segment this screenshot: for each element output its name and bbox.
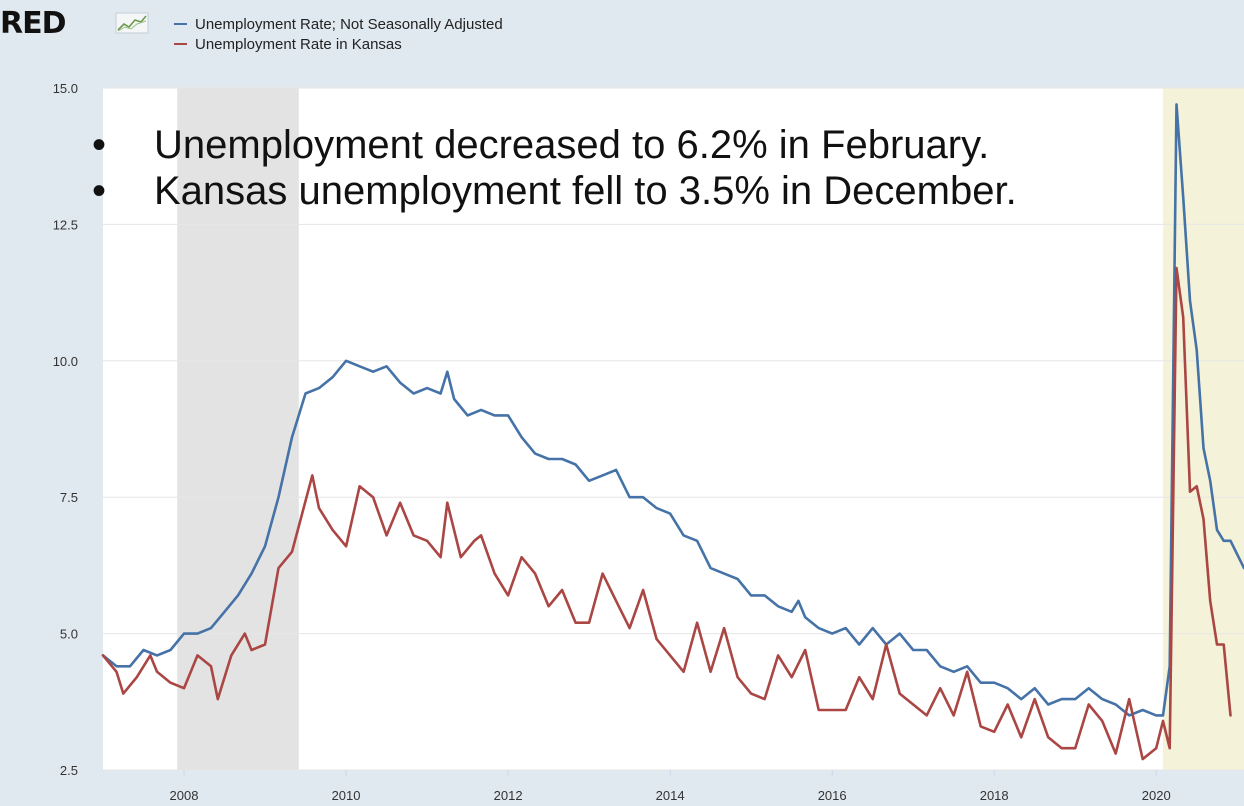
legend-label-us: Unemployment Rate; Not Seasonally Adjust… [195, 15, 503, 33]
y-tick-label: 7.5 [60, 490, 78, 505]
annotation-kansas-text: Kansas unemployment fell to 3.5% in Dece… [154, 169, 1017, 213]
x-tick-label: 2012 [494, 788, 523, 803]
y-tick-label: 10.0 [53, 354, 78, 369]
y-tick-label: 15.0 [53, 81, 78, 96]
x-tick-label: 2016 [818, 788, 847, 803]
x-tick-label: 2020 [1142, 788, 1171, 803]
x-tick-label: 2018 [980, 788, 1009, 803]
y-tick-label: 5.0 [60, 627, 78, 642]
bullet-icon: • [92, 169, 107, 213]
chart-legend: Unemployment Rate; Not Seasonally Adjust… [174, 14, 503, 54]
y-tick-label: 2.5 [60, 763, 78, 778]
legend-swatch-kansas [174, 43, 187, 45]
series-line-kansas [101, 266, 1232, 761]
y-tick-label: 12.5 [53, 217, 78, 232]
legend-item-us: Unemployment Rate; Not Seasonally Adjust… [174, 14, 503, 34]
x-tick-label: 2014 [656, 788, 685, 803]
fred-logo: RED [0, 6, 66, 41]
x-tick-label: 2008 [170, 788, 199, 803]
bullet-icon: • [92, 123, 107, 167]
legend-swatch-us [174, 23, 187, 25]
series-line-us [101, 103, 1244, 717]
legend-label-kansas: Unemployment Rate in Kansas [195, 35, 402, 53]
annotation-bullets: • Unemployment decreased to 6.2% in Febr… [92, 122, 1017, 214]
x-tick-label: 2010 [332, 788, 361, 803]
line-chart-icon [115, 12, 149, 34]
legend-item-kansas: Unemployment Rate in Kansas [174, 34, 503, 54]
annotation-kansas: • Kansas unemployment fell to 3.5% in De… [92, 168, 1017, 214]
annotation-us: • Unemployment decreased to 6.2% in Febr… [92, 122, 1017, 168]
annotation-us-text: Unemployment decreased to 6.2% in Februa… [154, 123, 990, 167]
